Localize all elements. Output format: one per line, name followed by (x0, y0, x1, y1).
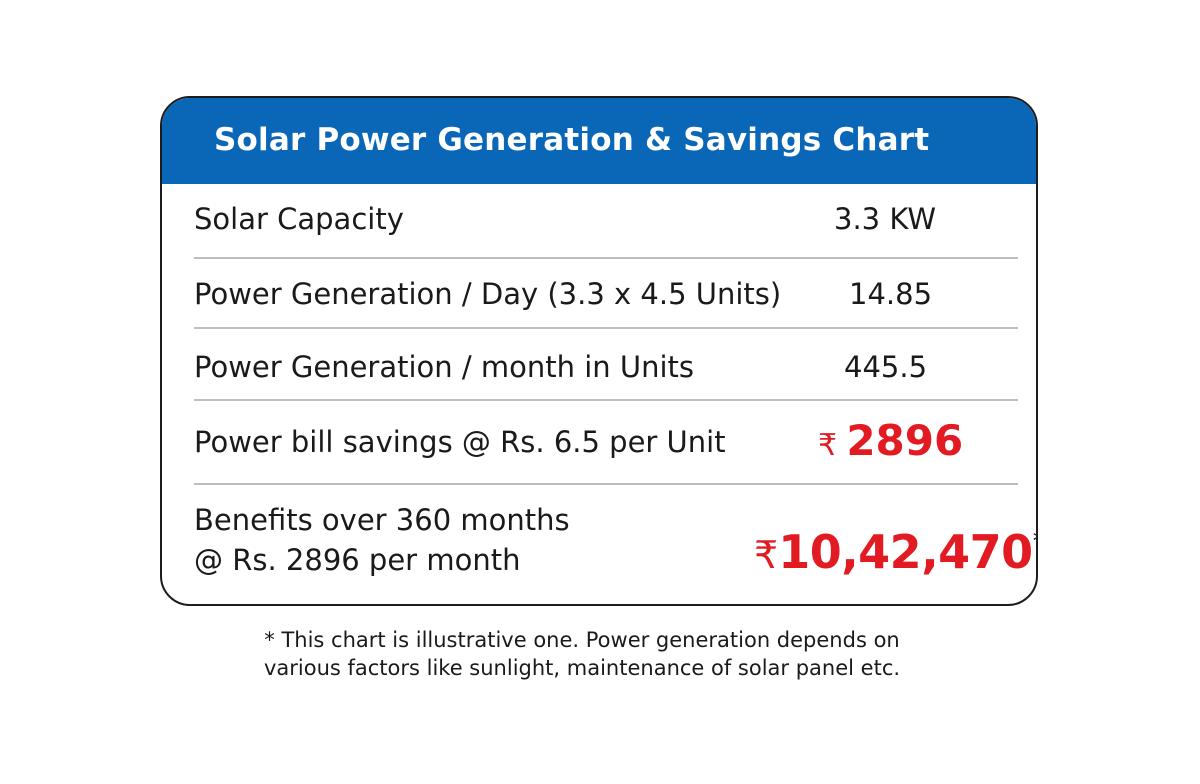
row-label: Solar Capacity (194, 202, 404, 236)
row-value: 445.5 (844, 350, 928, 384)
footnote-line-2: various factors like sunlight, maintenan… (263, 656, 901, 680)
divider (194, 327, 1018, 329)
chart-title: Solar Power Generation & Savings Chart (214, 122, 930, 158)
rupee-symbol: ₹ (754, 533, 779, 577)
row-value: 14.85 (849, 277, 933, 311)
row-label-line-1: Benefits over 360 months (194, 503, 570, 537)
divider (194, 399, 1018, 401)
divider (194, 483, 1018, 485)
savings-value: ₹ 2896 (818, 416, 963, 465)
asterisk-mark: * (1033, 527, 1036, 555)
footnote-line-1: * This chart is illustrative one. Power … (264, 628, 900, 652)
row-label-line-2: @ Rs. 2896 per month (194, 543, 521, 577)
row-label: Power bill savings @ Rs. 6.5 per Unit (194, 425, 726, 459)
row-label: Power Generation / Day (3.3 x 4.5 Units) (194, 277, 782, 311)
rupee-symbol: ₹ (818, 428, 838, 463)
savings-amount: 2896 (846, 416, 964, 465)
row-value: 3.3 KW (834, 202, 936, 236)
card-header: Solar Power Generation & Savings Chart (162, 98, 1036, 184)
benefits-amount: 10,42,470 (778, 525, 1033, 579)
divider (194, 257, 1018, 259)
benefits-value: ₹10,42,470* (754, 525, 1036, 579)
row-label: Power Generation / month in Units (194, 350, 695, 384)
savings-chart-card: Solar Power Generation & Savings Chart S… (160, 96, 1038, 606)
